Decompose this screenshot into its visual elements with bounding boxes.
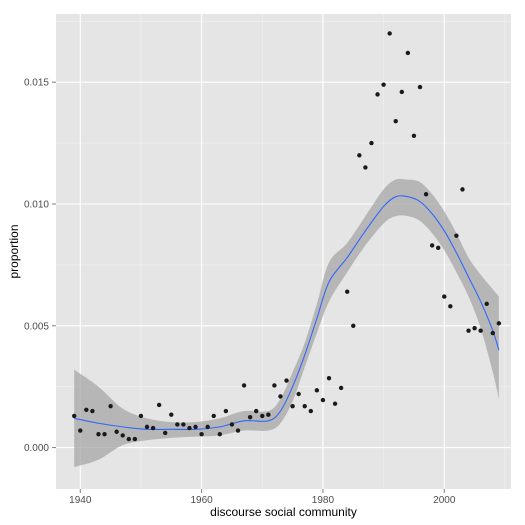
data-point xyxy=(442,294,447,299)
x-tick-label: 1980 xyxy=(312,495,335,506)
data-point xyxy=(387,31,392,36)
data-point xyxy=(132,436,138,442)
data-point xyxy=(332,401,338,406)
data-point xyxy=(156,402,162,408)
grid-minor xyxy=(56,14,511,489)
data-point xyxy=(375,92,380,97)
data-point xyxy=(175,422,180,427)
data-point xyxy=(436,245,441,251)
data-point xyxy=(211,413,216,419)
data-point xyxy=(290,403,295,409)
data-point xyxy=(205,424,210,430)
data-point xyxy=(417,84,423,90)
data-point xyxy=(235,428,241,433)
data-point xyxy=(241,383,247,388)
data-point xyxy=(314,388,320,393)
data-point xyxy=(144,424,150,430)
data-point xyxy=(278,394,283,399)
data-point xyxy=(254,408,259,414)
data-point xyxy=(78,428,83,433)
data-point xyxy=(120,433,125,438)
data-point xyxy=(138,413,144,419)
data-point xyxy=(369,140,374,146)
data-point xyxy=(405,50,411,56)
smooth-line xyxy=(74,195,500,431)
y-tick-label: 0.000 xyxy=(24,443,49,454)
data-point xyxy=(247,414,253,420)
data-point xyxy=(108,403,113,409)
data-point xyxy=(102,431,107,437)
y-axis-title: proportion xyxy=(7,224,21,278)
data-point xyxy=(460,187,465,192)
data-point xyxy=(484,301,489,307)
data-point xyxy=(193,424,198,430)
data-point xyxy=(223,408,229,414)
data-point xyxy=(466,328,471,333)
data-point xyxy=(472,326,477,331)
data-point xyxy=(266,412,271,417)
y-tick-label: 0.010 xyxy=(24,200,49,211)
y-axis-ticks: 0.000 0.005 0.010 0.015 xyxy=(24,78,56,454)
data-point xyxy=(72,413,77,419)
data-point xyxy=(338,385,344,391)
data-point xyxy=(363,165,368,170)
data-point xyxy=(163,430,168,436)
data-point xyxy=(84,407,89,413)
data-point xyxy=(454,233,459,238)
grid-major xyxy=(56,14,511,489)
data-point xyxy=(308,408,313,414)
data-points xyxy=(72,31,502,442)
data-point xyxy=(326,375,332,381)
data-point xyxy=(187,425,192,431)
data-point xyxy=(423,192,429,197)
data-point xyxy=(114,429,119,434)
data-point xyxy=(490,330,495,336)
data-point xyxy=(296,391,301,397)
data-point xyxy=(351,323,356,328)
y-tick-label: 0.015 xyxy=(24,78,49,89)
y-tick-label: 0.005 xyxy=(24,321,49,332)
x-axis-title: discourse social community xyxy=(210,505,357,519)
x-axis-ticks: 1940 1960 1980 2000 xyxy=(69,489,456,506)
data-point xyxy=(381,82,386,87)
data-point xyxy=(150,425,156,431)
data-point xyxy=(411,133,417,138)
data-point xyxy=(229,422,235,427)
data-point xyxy=(284,378,289,383)
data-point xyxy=(496,321,502,326)
data-point xyxy=(199,431,204,437)
data-point xyxy=(272,383,277,388)
data-point xyxy=(181,422,186,427)
data-point xyxy=(90,408,95,414)
data-point xyxy=(320,397,326,403)
data-point xyxy=(448,304,453,309)
data-point xyxy=(169,412,174,417)
data-point xyxy=(260,413,265,419)
data-point xyxy=(345,289,350,294)
data-point xyxy=(478,328,483,333)
data-point xyxy=(393,118,398,124)
data-point xyxy=(429,243,435,248)
confidence-ribbon xyxy=(74,178,499,468)
data-point xyxy=(96,431,101,437)
x-tick-label: 2000 xyxy=(433,495,456,506)
data-point xyxy=(399,89,404,95)
data-point xyxy=(302,403,307,409)
data-point xyxy=(357,153,362,158)
x-tick-label: 1940 xyxy=(69,495,92,506)
data-point xyxy=(217,431,222,437)
x-tick-label: 1960 xyxy=(190,495,213,506)
data-point xyxy=(126,436,131,442)
